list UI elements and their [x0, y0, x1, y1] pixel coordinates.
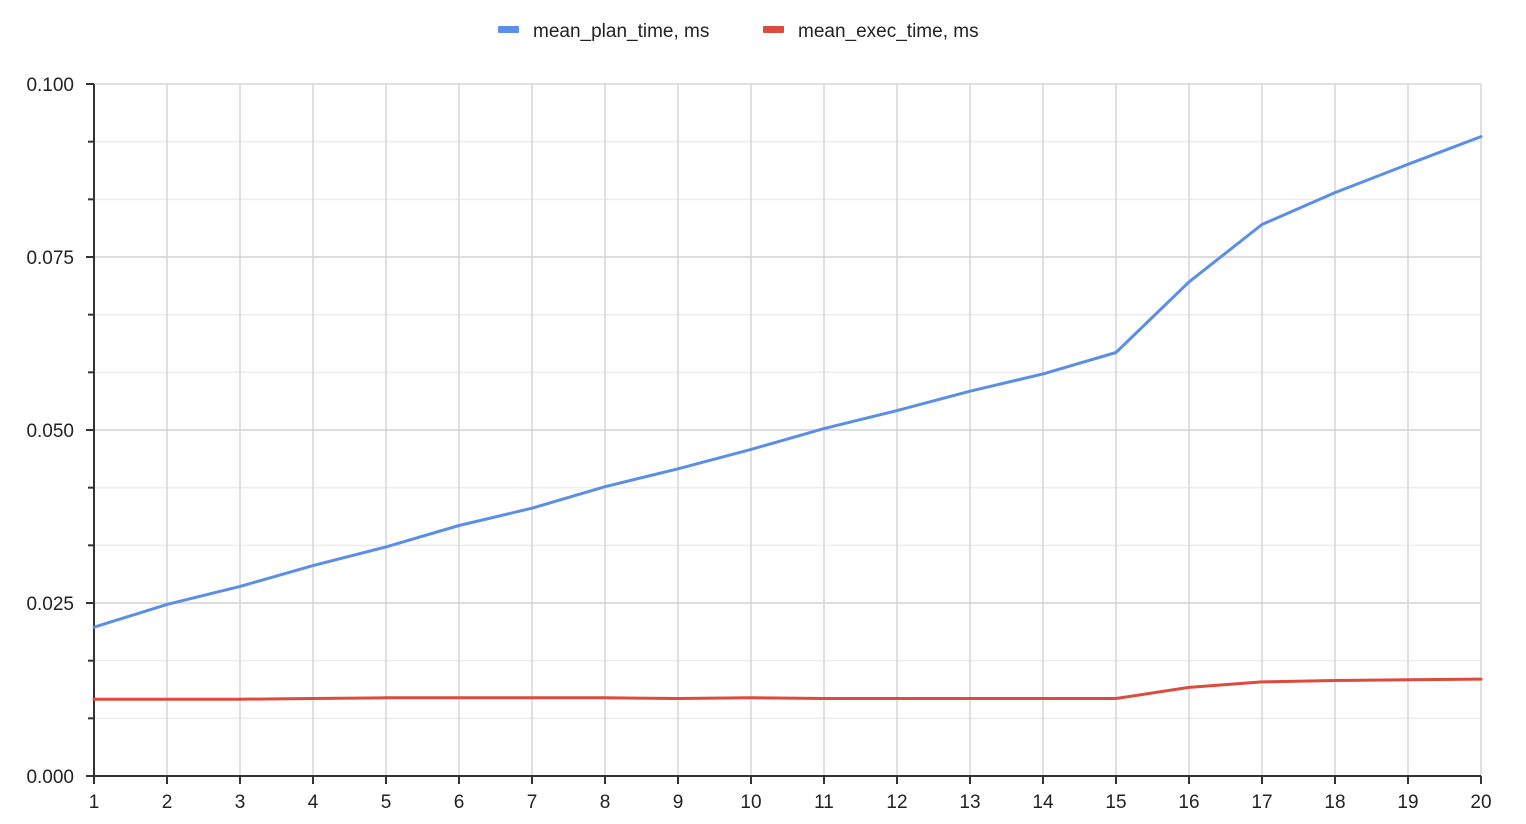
- x-tick-label: 19: [1397, 792, 1418, 813]
- legend-swatch-2: [763, 26, 784, 33]
- x-tick-label: 18: [1324, 792, 1345, 813]
- series-line-2: [92, 677, 1483, 701]
- grid: [93, 83, 1482, 776]
- x-tick-label: 9: [673, 792, 684, 813]
- legend-label-1: mean_plan_time, ms: [533, 21, 709, 42]
- y-tick-label: 0.075: [26, 248, 74, 269]
- x-tick-label: 20: [1470, 792, 1491, 813]
- series-layer: [92, 135, 1483, 701]
- x-tick-label: 6: [454, 792, 465, 813]
- x-tick-label: 7: [527, 792, 538, 813]
- x-tick-label: 3: [235, 792, 246, 813]
- x-tick-label: 12: [886, 792, 907, 813]
- x-tick-label: 11: [814, 792, 834, 813]
- x-tick-label: 10: [740, 792, 761, 813]
- x-tick-label: 4: [308, 792, 319, 813]
- legend-label-2: mean_exec_time, ms: [798, 21, 979, 42]
- x-tick-label: 2: [162, 792, 173, 813]
- legend-swatch-1: [498, 26, 519, 33]
- y-tick-label: 0.000: [26, 767, 74, 788]
- x-tick-label: 5: [381, 792, 392, 813]
- legend: mean_plan_time, ms mean_exec_time, ms: [498, 21, 979, 42]
- x-tick-label: 14: [1032, 792, 1054, 813]
- x-tick-label: 15: [1105, 792, 1126, 813]
- y-tick-label: 0.025: [26, 594, 74, 615]
- y-tick-label: 0.050: [26, 421, 74, 442]
- x-tick-label: 13: [959, 792, 980, 813]
- x-tick-label: 1: [89, 792, 100, 813]
- x-tick-label: 17: [1251, 792, 1272, 813]
- x-tick-label: 8: [600, 792, 611, 813]
- y-tick-label: 0.100: [26, 75, 74, 96]
- axes: [86, 83, 1482, 784]
- series-line-1: [92, 135, 1483, 629]
- x-tick-label: 16: [1178, 792, 1199, 813]
